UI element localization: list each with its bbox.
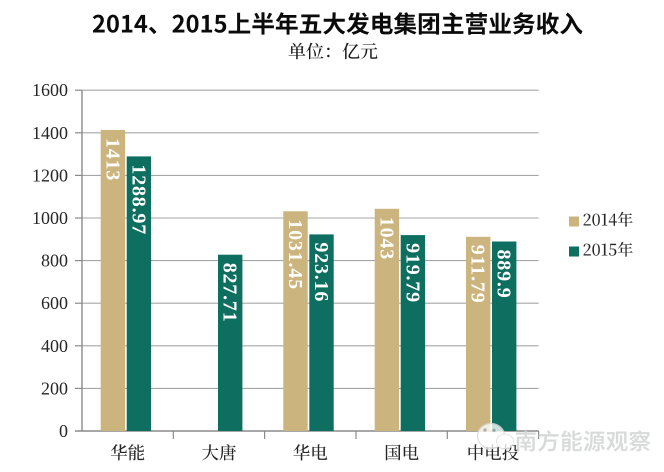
svg-text:1000: 1000 bbox=[32, 208, 68, 228]
svg-text:1400: 1400 bbox=[32, 123, 68, 143]
svg-text:1031.45: 1031.45 bbox=[284, 219, 306, 290]
svg-text:919.79: 919.79 bbox=[401, 243, 423, 303]
svg-text:200: 200 bbox=[41, 378, 68, 398]
svg-text:923.16: 923.16 bbox=[310, 242, 332, 302]
svg-text:1413: 1413 bbox=[101, 138, 123, 181]
svg-text:600: 600 bbox=[41, 293, 68, 313]
svg-text:1200: 1200 bbox=[32, 165, 68, 185]
svg-text:1288.97: 1288.97 bbox=[127, 164, 149, 235]
svg-text:911.79: 911.79 bbox=[467, 245, 489, 304]
svg-text:800: 800 bbox=[41, 251, 68, 271]
svg-text:400: 400 bbox=[41, 336, 68, 356]
svg-text:827.71: 827.71 bbox=[219, 263, 241, 323]
svg-text:889.9: 889.9 bbox=[493, 250, 515, 299]
svg-text:1600: 1600 bbox=[32, 80, 68, 100]
svg-text:1043: 1043 bbox=[375, 217, 397, 260]
svg-text:0: 0 bbox=[59, 421, 68, 441]
